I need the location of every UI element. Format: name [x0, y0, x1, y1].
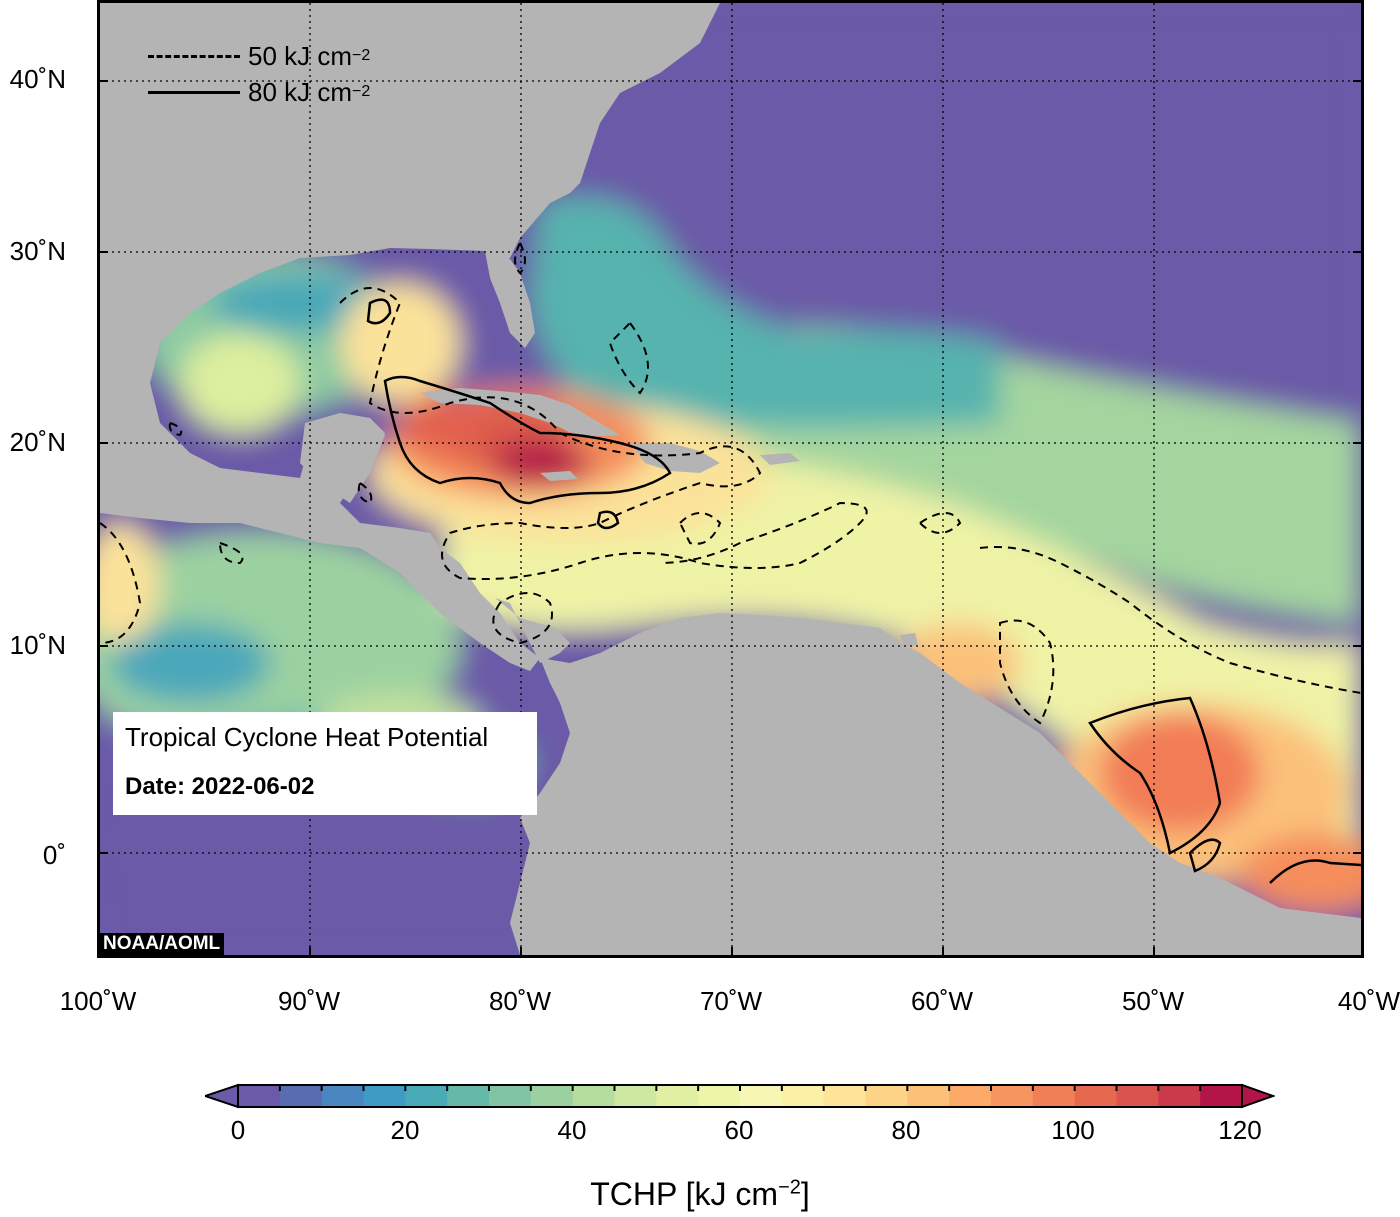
lat-label-30n: 30˚N: [9, 236, 66, 266]
colorbar-tick-60: 60: [724, 1115, 754, 1145]
lon-label-50w: 50˚W: [1121, 986, 1185, 1016]
colorbar-tick-40: 40: [557, 1115, 587, 1145]
lon-label-60w: 60˚W: [910, 986, 974, 1016]
colorbar-high-arrow: [1241, 1083, 1275, 1109]
legend-entry-50: 50 kJ cm −2: [148, 38, 370, 74]
colorbar-cell: [1032, 1085, 1076, 1107]
colorbar-tick-120: 120: [1218, 1115, 1262, 1145]
colorbar-cell: [238, 1085, 281, 1107]
lon-label-70w: 70˚W: [699, 986, 763, 1016]
map-date: Date: 2022-06-02: [125, 773, 315, 800]
colorbar-cell: [489, 1085, 532, 1107]
colorbar-tick-0: 0: [230, 1115, 246, 1145]
legend-label-80: 80 kJ cm: [248, 76, 353, 107]
lon-label-40w: 40˚W: [1337, 986, 1400, 1016]
land: [100, 3, 1361, 955]
colorbar-low-arrow: [205, 1083, 239, 1109]
lat-label-0: 0˚: [42, 840, 66, 870]
colorbar-cell: [321, 1085, 364, 1107]
colorbar-cell: [907, 1085, 950, 1107]
colorbar-tick-100: 100: [1051, 1115, 1095, 1145]
info-box: Tropical Cyclone Heat Potential Date: 20…: [113, 712, 537, 815]
contour-50: [100, 240, 1361, 725]
lon-label-80w: 80˚W: [488, 986, 552, 1016]
contour-legend: 50 kJ cm −2 80 kJ cm −2: [148, 38, 370, 110]
colorbar-tick-80: 80: [891, 1115, 921, 1145]
map-title: Tropical Cyclone Heat Potential: [125, 722, 489, 752]
colorbar-cell: [823, 1085, 866, 1107]
colorbar-title: TCHP [kJ cm−2]: [0, 1176, 1400, 1213]
colorbar-cell: [1200, 1085, 1243, 1107]
colorbar-cell: [447, 1085, 490, 1107]
colorbar-cell: [572, 1085, 615, 1107]
dashed-line-icon: [148, 54, 240, 58]
credit-badge: NOAA/AOML: [100, 933, 225, 956]
frame-ticks: [100, 80, 1361, 955]
colorbar-cell: [698, 1085, 741, 1107]
colorbar-cell: [279, 1085, 323, 1107]
colorbar-cell: [949, 1085, 992, 1107]
colorbar-cell: [991, 1085, 1034, 1107]
colorbar-cell: [781, 1085, 825, 1107]
lon-label-90w: 90˚W: [277, 986, 341, 1016]
colorbar-cell: [1116, 1085, 1159, 1107]
colorbar-title-sup: −2: [778, 1176, 801, 1199]
colorbar-cell: [1074, 1085, 1117, 1107]
colorbar-cell: [740, 1085, 783, 1107]
solid-line-icon: [148, 90, 240, 94]
colorbar-cell: [656, 1085, 699, 1107]
legend-entry-80: 80 kJ cm −2: [148, 74, 370, 110]
colorbar-cells: [238, 1085, 1243, 1107]
colorbar-cell: [530, 1085, 574, 1107]
colorbar-ticks: [278, 1085, 1202, 1091]
colorbar-tick-20: 20: [390, 1115, 420, 1145]
colorbar: [205, 1083, 1275, 1109]
colorbar-title-end: ]: [800, 1176, 810, 1212]
lat-label-20n: 20˚N: [9, 427, 66, 457]
colorbar-cell: [405, 1085, 448, 1107]
contour-80: [366, 298, 1361, 884]
colorbar-cell: [865, 1085, 908, 1107]
legend-label-50: 50 kJ cm: [248, 40, 353, 71]
colorbar-cell: [363, 1085, 406, 1107]
legend-sup-50: −2: [352, 47, 371, 64]
lat-label-40n: 40˚N: [9, 64, 66, 94]
colorbar-cell: [614, 1085, 657, 1107]
colorbar-cell: [1158, 1085, 1201, 1107]
lat-label-10n: 10˚N: [9, 630, 66, 660]
colorbar-title-text: TCHP [kJ cm: [590, 1176, 779, 1212]
lon-label-100w: 100˚W: [59, 986, 137, 1016]
legend-sup-80: −2: [352, 83, 371, 100]
